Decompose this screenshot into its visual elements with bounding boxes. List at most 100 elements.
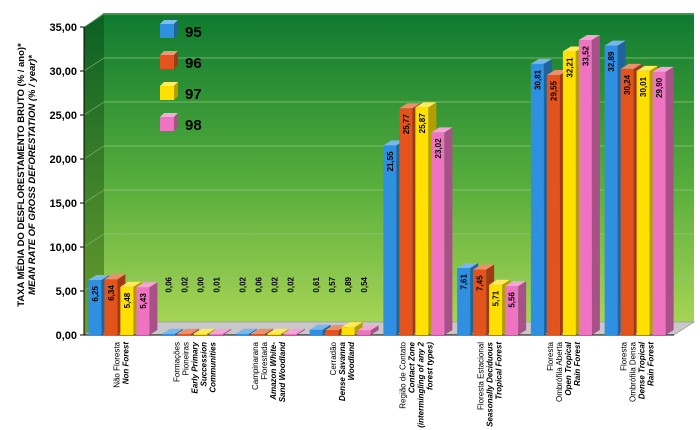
legend-swatch-top [160,113,178,117]
category-label: Campinarana [251,341,260,390]
y-tick-label: 20,00 [49,154,77,166]
bar-98-0 [136,282,158,335]
bar-side [591,35,600,336]
bar-front [162,333,176,335]
legend-swatch-side [174,20,178,38]
bar-96-1 [178,328,200,335]
bar-top [136,282,158,288]
bar-front [489,284,503,335]
bar-front [251,333,265,335]
bars [88,35,674,336]
bar-97-2 [267,328,289,335]
category-label: forest types) [425,342,434,390]
legend-swatch-top [160,82,178,86]
bar-95-2 [235,328,257,335]
bar-side [149,282,158,335]
data-label: 5,71 [492,290,501,306]
bar-98-4 [431,127,453,335]
category-label: Pioneiras [182,342,191,375]
bar-top [620,63,642,69]
legend-label: 98 [185,117,202,134]
data-label: 23,02 [434,138,443,159]
bar-front [120,286,134,335]
bar-side [370,325,379,335]
data-label: 25,77 [402,114,411,135]
bar-front [104,279,118,335]
y-tick-label: 5,00 [56,286,77,298]
category-label: Early Primary [191,341,200,393]
category-label: Rain Forest [647,342,656,386]
gridline-diag [83,233,105,248]
bar-top [530,58,552,64]
category-label: Dense Savanna [338,341,347,401]
category-label: Amazon White- [269,342,278,401]
data-label: 0,02 [286,276,295,292]
bar-front [457,268,471,335]
y-tick-label: 15,00 [49,198,77,210]
bar-top [562,46,584,52]
legend-swatch-side [174,113,178,131]
legend-item-95: 95 [160,20,202,41]
plot-side-wall [84,13,104,335]
data-label: 29,55 [549,80,558,101]
bar-side [296,328,305,335]
data-label: 0,06 [165,276,174,292]
legend-label: 96 [185,55,202,72]
data-label: 6,25 [91,285,100,301]
bar-front [620,68,634,335]
bar-front [235,333,249,335]
bar-top [489,279,511,285]
bar-top [636,65,658,71]
bar-front [325,329,339,335]
bar-top [178,328,200,334]
legend-item-97: 97 [160,82,202,103]
bar-front [604,45,618,336]
bar-top [104,274,126,280]
category-label: Floresta [620,341,629,370]
bar-side [175,328,184,335]
data-label: 29,90 [655,77,664,98]
data-label: 33,52 [581,45,590,66]
legend-swatch-side [174,82,178,100]
bar-top [546,69,568,75]
bar-front [546,74,560,336]
category-label: Tropical Forest [495,342,504,400]
legend-swatch [160,117,174,131]
legend-item-96: 96 [160,51,202,72]
bar-top [210,328,232,334]
bar-98-6 [578,35,600,336]
data-label: 21,55 [386,151,395,172]
data-label: 30,24 [623,74,632,95]
legend-swatch-top [160,51,178,55]
data-label: 32,89 [607,51,616,72]
legend-label: 97 [185,86,202,103]
bar-top [283,328,305,334]
x-axis-labels: Não Floresta Non Forest Formações Pioneiras… [112,341,655,428]
category-label: Dense Tropical [638,341,647,399]
data-label: 30,01 [639,76,648,97]
bar-97-1 [194,328,216,335]
category-label: Non Forest [121,342,130,385]
legend: 95 96 97 98 [160,20,202,134]
data-label: 5,43 [139,293,148,309]
bar-side [223,328,232,335]
bar-top [88,275,110,280]
data-label: 0,02 [181,276,190,292]
category-label: Floresta Estacional [477,342,486,410]
bar-top [473,264,495,270]
bar-front [88,280,102,335]
bar-front [578,40,592,336]
category-label: Succession [200,342,209,387]
bar-front [505,286,519,335]
category-label: Communities [209,341,218,392]
data-label: 0,00 [197,276,206,292]
bar-front [431,132,445,335]
data-label: 25,87 [418,113,427,134]
bar-top [415,102,437,108]
data-label: 7,61 [460,273,469,289]
y-tick-label: 25,00 [49,110,77,122]
bar-top [357,325,379,331]
bar-front [210,333,224,335]
bar-98-7 [652,66,674,335]
